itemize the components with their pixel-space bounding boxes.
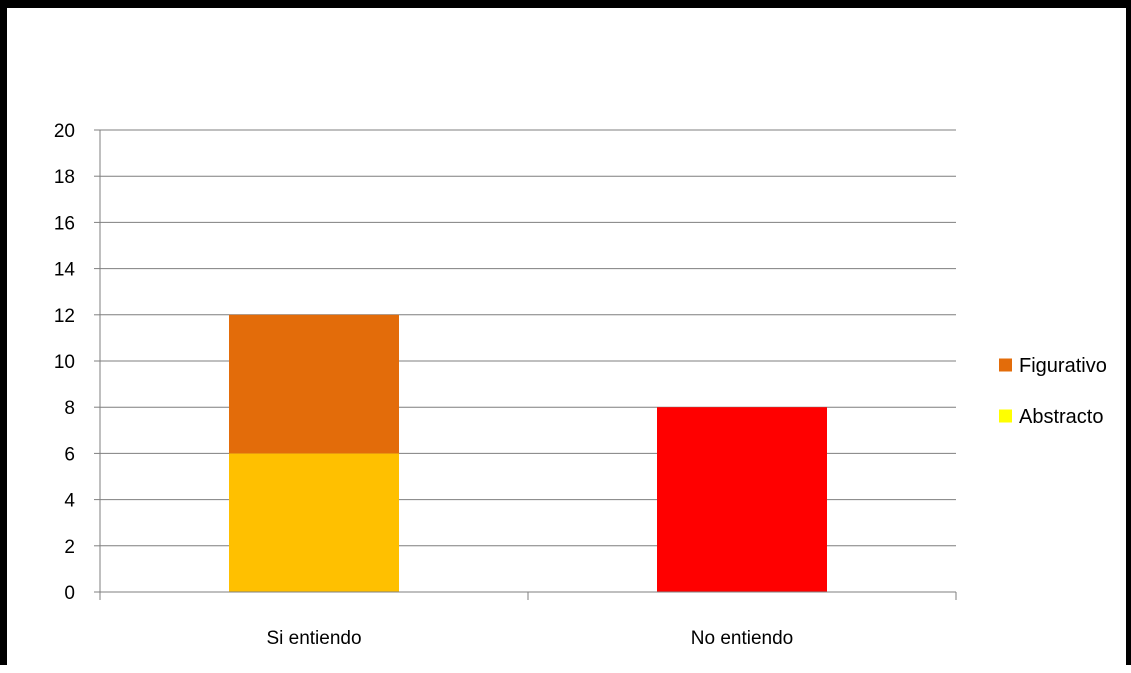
axes [94, 129, 957, 600]
y-tick-label: 0 [64, 583, 75, 604]
y-axis-tick-labels: 0 2 4 6 8 10 12 14 16 18 20 [54, 121, 76, 604]
y-tick-label: 2 [64, 537, 75, 558]
y-tick-label: 10 [54, 352, 75, 373]
bar-segment [229, 453, 399, 592]
y-tick-label: 20 [54, 121, 75, 142]
x-tick-label: Si entiendo [266, 628, 361, 649]
y-tick-label: 4 [64, 491, 75, 512]
y-tick-label: 16 [54, 213, 75, 234]
y-tick-label: 6 [64, 444, 75, 465]
x-axis-tick-labels: Si entiendo No entiendo [266, 628, 793, 649]
legend-label: Abstracto [1019, 406, 1103, 428]
legend: Figurativo Abstracto [999, 355, 1107, 428]
legend-label: Figurativo [1019, 355, 1107, 377]
bar-chart: 0 2 4 6 8 10 12 14 16 18 20 Si entiendo No entiendo… [54, 121, 1107, 649]
y-tick-label: 12 [54, 306, 75, 327]
legend-swatch [999, 409, 1012, 423]
gridlines [100, 129, 956, 547]
y-tick-label: 14 [54, 260, 76, 281]
bars [229, 314, 827, 592]
y-tick-label: 8 [64, 398, 75, 419]
legend-swatch [999, 358, 1012, 372]
bar-segment [657, 407, 827, 592]
x-tick-label: No entiendo [691, 628, 793, 649]
y-tick-label: 18 [54, 167, 75, 188]
bar-segment [229, 314, 399, 454]
